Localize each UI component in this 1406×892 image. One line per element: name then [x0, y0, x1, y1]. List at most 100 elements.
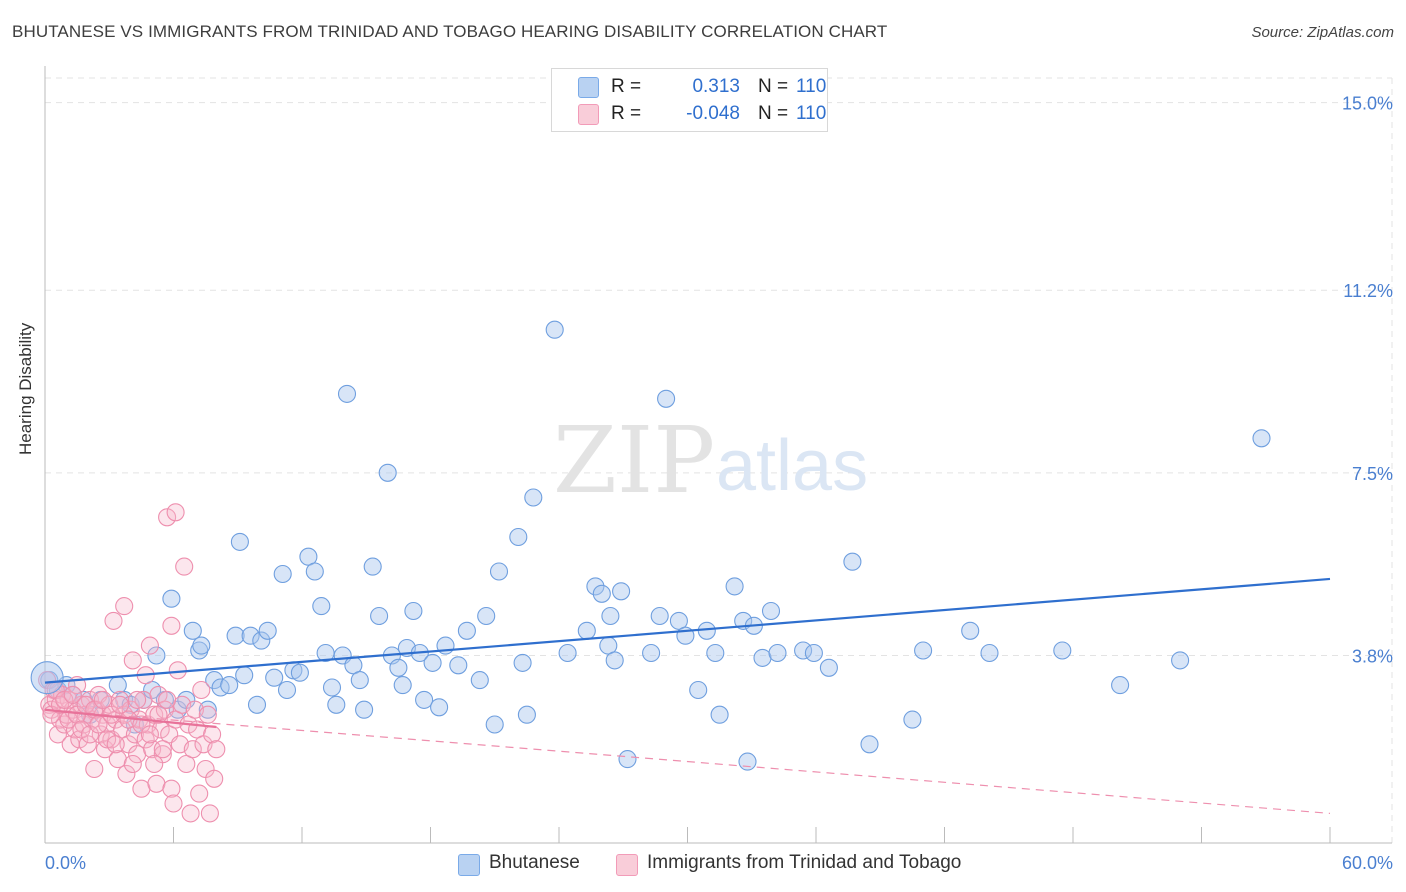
bhutanese-point [312, 597, 331, 616]
x-tick-label-max: 60.0% [1342, 853, 1393, 873]
bhutanese-point [305, 562, 324, 581]
bhutanese-point [252, 631, 271, 650]
chart-title: BHUTANESE VS IMMIGRANTS FROM TRINIDAD AN… [12, 22, 888, 41]
y-tick-label: 7.5% [1352, 464, 1393, 484]
bhutanese-point [363, 557, 382, 576]
bhutanese-point [961, 621, 980, 640]
bhutanese-point [430, 698, 449, 717]
trinidad-point [143, 740, 162, 759]
data-points [30, 320, 1271, 823]
trinidad-point [192, 680, 211, 700]
bhutanese-point [183, 621, 202, 640]
trinidad-point [132, 779, 151, 798]
bhutanese-point [509, 527, 528, 547]
trinidad-point [55, 690, 74, 709]
trinidad-point [145, 754, 164, 774]
trinidad-point [93, 690, 112, 709]
bhutanese-point [524, 488, 543, 507]
bhutanese-point [605, 651, 624, 670]
trinidad-point [205, 769, 224, 788]
bhutanese-point [804, 643, 823, 663]
bhutanese-trend-line [44, 577, 1331, 684]
trinidad-point [128, 690, 147, 709]
legend-n-value: 110 [796, 76, 827, 97]
trinidad-point [63, 685, 82, 704]
y-tick-label: 15.0% [1342, 94, 1393, 114]
trinidad-point [72, 720, 91, 739]
bhutanese-point [860, 735, 879, 754]
trinidad-point [162, 779, 181, 798]
bhutanese-point [457, 621, 476, 640]
bhutanese-point [265, 668, 284, 687]
axes [44, 66, 1392, 844]
bhutanese-point [247, 695, 267, 714]
trinidad-point [48, 725, 67, 744]
bhutanese-point [230, 532, 249, 551]
bhutanese-point [273, 564, 292, 584]
bhutanese-point [819, 658, 838, 677]
bhutanese-point [415, 690, 434, 709]
bhutanese-point [147, 646, 166, 665]
y-tick-label: 11.2% [1343, 281, 1393, 301]
trinidad-trend-extension [44, 709, 1331, 814]
bhutanese-point [669, 611, 688, 630]
bhutanese-point [355, 700, 374, 719]
bhutanese-point [389, 658, 408, 677]
bhutanese-point [198, 700, 217, 719]
trinidad-point [183, 740, 202, 759]
legend-n-label: N = [758, 76, 789, 97]
trinidad-point [108, 750, 127, 769]
bhutanese-point [601, 606, 620, 626]
bhutanese-point [258, 621, 277, 640]
watermark-zip: ZIP [553, 407, 715, 514]
bhutanese-point [449, 656, 468, 675]
bhutanese-point [277, 680, 297, 700]
bhutanese-point [337, 384, 357, 403]
bhutanese-point [650, 606, 669, 626]
legend-r-label: R = [611, 76, 642, 97]
legend-n-value: 110 [796, 103, 827, 124]
trinidad-point [123, 754, 142, 774]
legend-label-trinidad: Immigrants from Trinidad and Tobago [647, 852, 962, 873]
bhutanese-point [1053, 641, 1072, 660]
tick-labels: 3.8% 7.5% 11.2% 15.0% 0.0% 60.0% [45, 94, 1393, 873]
bhutanese-point [768, 643, 787, 663]
trinidad-point [98, 730, 117, 749]
legend-swatch-pink [616, 854, 638, 876]
trinidad-point [147, 774, 166, 793]
bhutanese-point [220, 676, 239, 695]
trinidad-point [198, 705, 217, 724]
bhutanese-point [753, 648, 772, 667]
bhutanese-point [642, 643, 661, 663]
legend-label-bhutanese: Bhutanese [489, 852, 580, 873]
legend-r-label: R = [611, 103, 642, 124]
bhutanese-point [794, 641, 813, 660]
bhutanese-point [327, 695, 346, 714]
bhutanese-point [592, 584, 611, 603]
bhutanese-point [1252, 429, 1271, 448]
series-legend: Bhutanese Immigrants from Trinidad and T… [0, 852, 1406, 878]
trinidad-point [166, 503, 185, 522]
x-tick-label-min: 0.0% [45, 853, 86, 873]
trinidad-point [158, 690, 177, 709]
trinidad-point [200, 804, 219, 823]
bhutanese-point [725, 577, 744, 596]
legend-r-value: 0.313 [692, 76, 740, 97]
bhutanese-point [689, 680, 708, 700]
trinidad-point [140, 636, 159, 655]
bhutanese-point [485, 715, 504, 734]
trinidad-point [158, 508, 177, 527]
trinidad-point [190, 784, 209, 803]
bhutanese-point [577, 621, 596, 640]
bhutanese-point [470, 671, 489, 690]
bhutanese-point [290, 663, 309, 682]
bhutanese-point [903, 710, 922, 729]
bhutanese-point [914, 641, 933, 660]
correlation-legend: R = 0.313 N = 110 R = -0.048 N = 110 [551, 68, 828, 132]
bhutanese-point [350, 671, 369, 690]
trinidad-point [175, 557, 194, 576]
y-tick-label: 3.8% [1352, 646, 1393, 666]
bhutanese-point [1111, 676, 1130, 695]
trinidad-point [106, 735, 125, 754]
